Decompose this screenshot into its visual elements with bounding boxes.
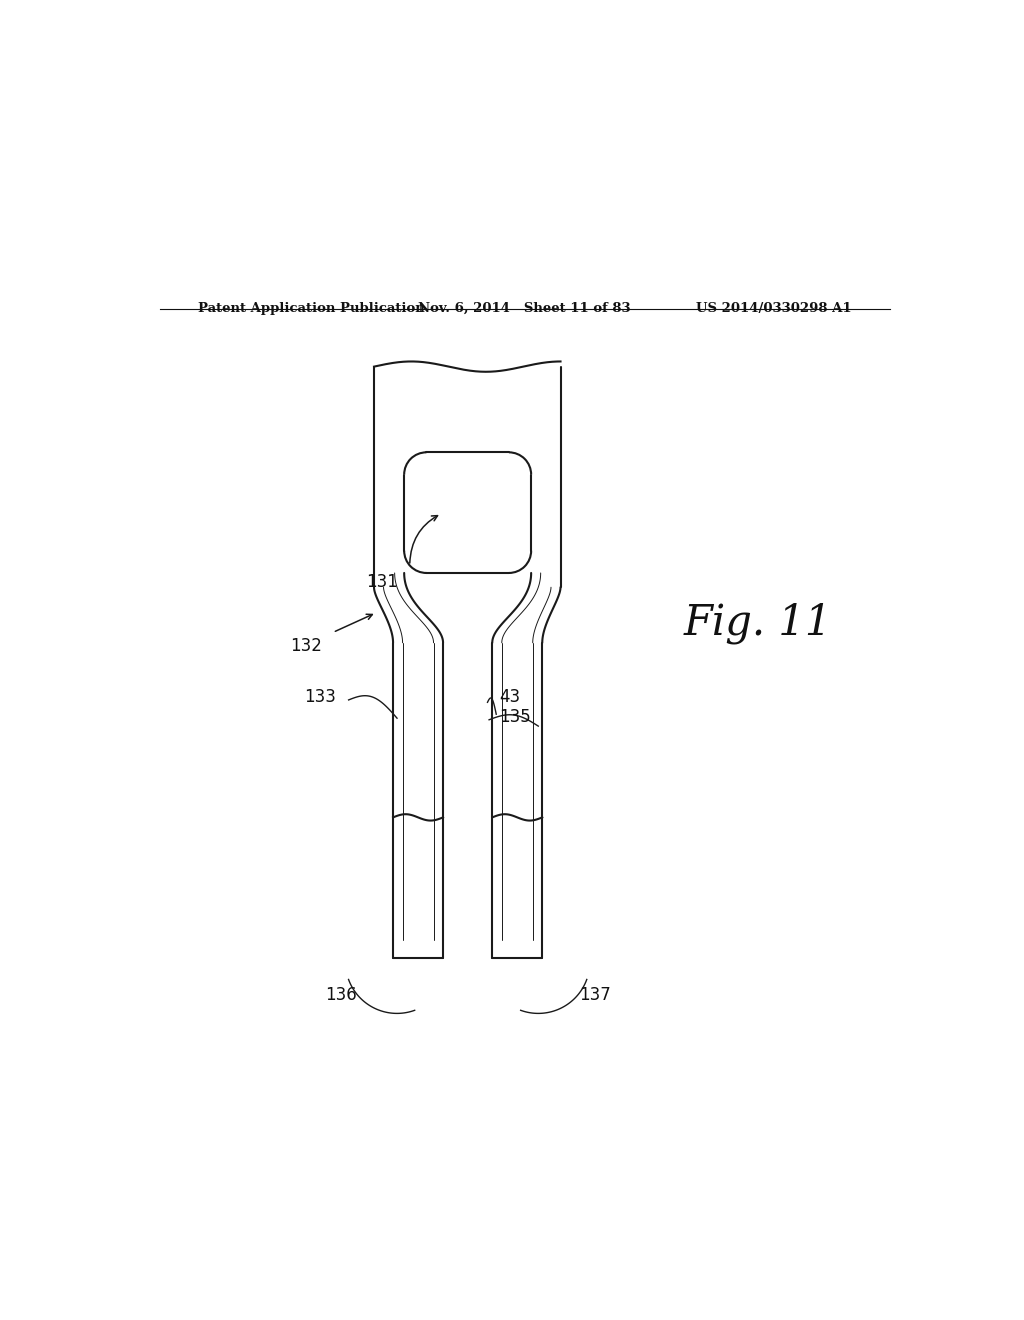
Text: 132: 132 [291,638,323,655]
Text: Nov. 6, 2014   Sheet 11 of 83: Nov. 6, 2014 Sheet 11 of 83 [419,301,631,314]
Text: 43: 43 [500,688,520,706]
Text: US 2014/0330298 A1: US 2014/0330298 A1 [696,301,852,314]
Text: Fig. 11: Fig. 11 [684,602,831,644]
Text: Patent Application Publication: Patent Application Publication [198,301,425,314]
Text: 137: 137 [579,986,610,1003]
Text: 135: 135 [500,709,531,726]
Text: 133: 133 [304,688,336,706]
Text: 136: 136 [325,986,356,1003]
Text: 131: 131 [366,573,397,591]
